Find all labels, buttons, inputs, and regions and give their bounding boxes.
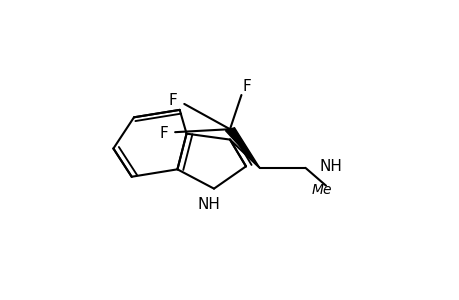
Text: Me: Me: [311, 183, 331, 197]
Text: F: F: [168, 94, 177, 109]
Text: F: F: [159, 126, 168, 141]
Text: NH: NH: [197, 197, 220, 212]
Text: NH: NH: [319, 159, 341, 174]
Polygon shape: [225, 128, 259, 168]
Text: F: F: [242, 79, 251, 94]
